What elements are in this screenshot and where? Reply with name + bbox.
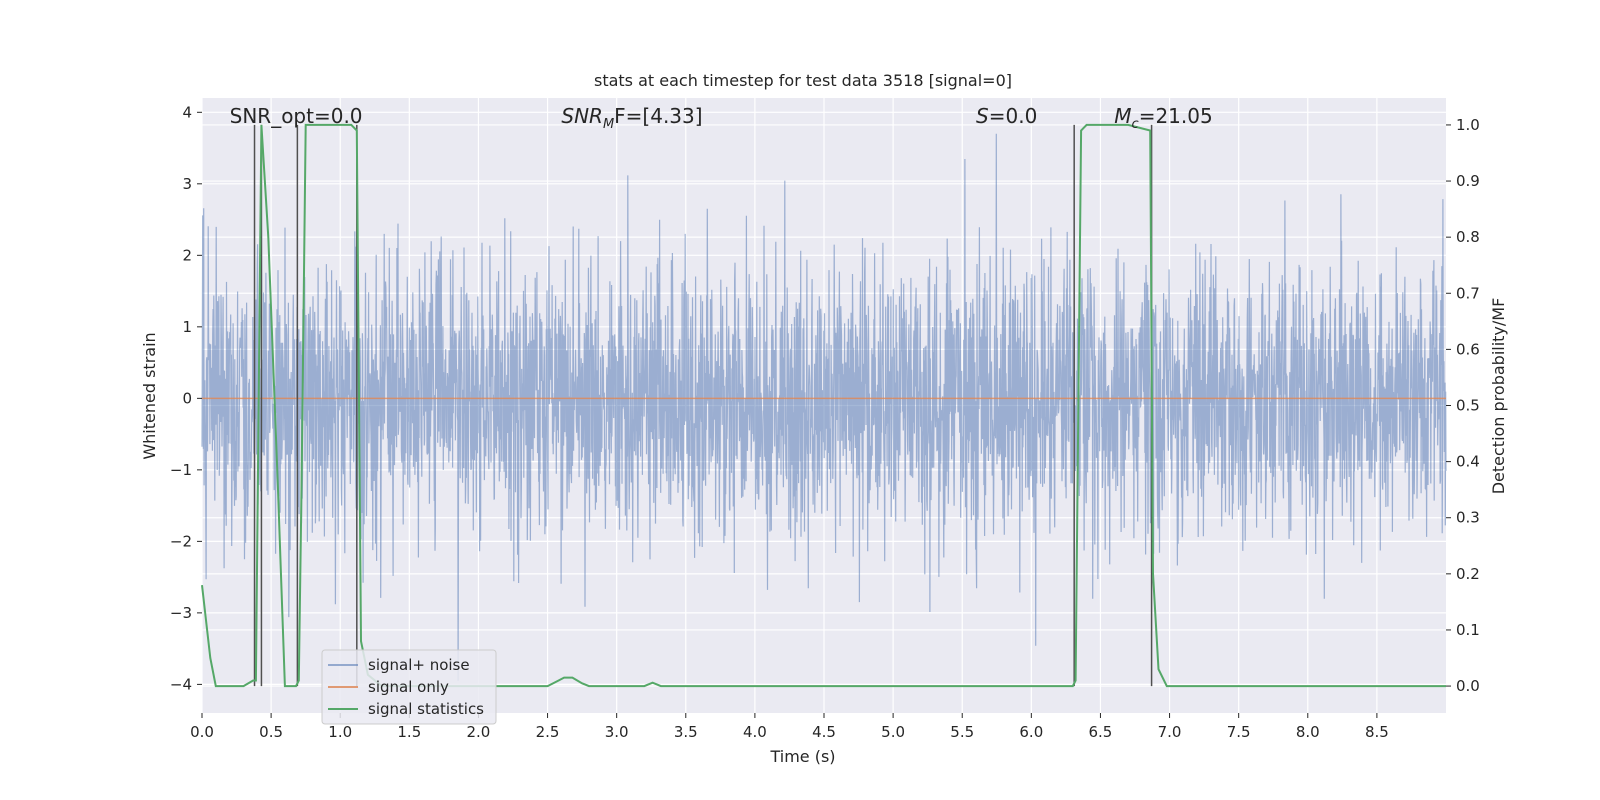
legend-label-1: signal+ noise: [368, 656, 470, 674]
x-tick-label: 1.5: [397, 723, 421, 741]
x-tick-label: 6.5: [1089, 723, 1113, 741]
x-tick-label: 1.0: [328, 723, 352, 741]
annotation-4: Mc=21.05: [1114, 104, 1212, 132]
y2-tick-label: 0.3: [1456, 509, 1480, 527]
x-tick-label: 6.0: [1019, 723, 1043, 741]
y2-tick-label: 0.4: [1456, 453, 1480, 471]
y-tick-label: 3: [182, 175, 192, 193]
y-tick-label: 4: [182, 103, 192, 121]
annotation-1: SNR_opt=0.0: [230, 104, 363, 128]
y-tick-label: −4: [170, 675, 192, 693]
y2-tick-label: 0.5: [1456, 397, 1480, 415]
annotation-2: SNRMF=[4.33]: [561, 104, 702, 132]
x-tick-label: 7.0: [1158, 723, 1182, 741]
x-tick-label: 2.5: [536, 723, 560, 741]
x-tick-label: 7.5: [1227, 723, 1251, 741]
y2-tick-label: 1.0: [1456, 116, 1480, 134]
x-tick-label: 0.0: [190, 723, 214, 741]
x-tick-label: 8.0: [1296, 723, 1320, 741]
y2-axis-label: Detection probability/MF: [1489, 298, 1508, 495]
y2-tick-label: 0.7: [1456, 284, 1480, 302]
legend-label-3: signal statistics: [368, 700, 484, 718]
x-tick-label: 8.5: [1365, 723, 1389, 741]
y2-tick-label: 0.2: [1456, 565, 1480, 583]
y-tick-label: 1: [182, 318, 192, 336]
x-axis-label: Time (s): [769, 747, 835, 766]
x-tick-label: 2.0: [467, 723, 491, 741]
series-signal-noise: [201, 133, 1447, 681]
y-tick-label: −2: [170, 532, 192, 550]
y-tick-label: −3: [170, 604, 192, 622]
series-signal-statistics: [201, 123, 1446, 688]
legend-box: [321, 649, 497, 725]
y-axis-label: Whitened strain: [140, 332, 159, 459]
y2-tick-label: 0.8: [1456, 228, 1480, 246]
y2-tick-label: 0.1: [1456, 621, 1480, 639]
x-tick-label: 5.5: [950, 723, 974, 741]
legend-label-2: signal only: [368, 678, 449, 696]
x-tick-label: 3.0: [605, 723, 629, 741]
x-tick-label: 4.5: [812, 723, 836, 741]
y2-tick-label: 0.0: [1456, 677, 1480, 695]
y-tick-label: 0: [182, 389, 192, 407]
x-tick-label: 5.0: [881, 723, 905, 741]
x-tick-label: 4.0: [743, 723, 767, 741]
y2-tick-label: 0.6: [1456, 340, 1480, 358]
y2-tick-label: 0.9: [1456, 172, 1480, 190]
x-tick-label: 3.5: [674, 723, 698, 741]
y-tick-label: 2: [182, 246, 192, 264]
annotation-3: S=0.0: [976, 104, 1037, 128]
x-tick-label: 0.5: [259, 723, 283, 741]
y-tick-label: −1: [170, 461, 192, 479]
chart-title: stats at each timestep for test data 351…: [594, 71, 1012, 90]
